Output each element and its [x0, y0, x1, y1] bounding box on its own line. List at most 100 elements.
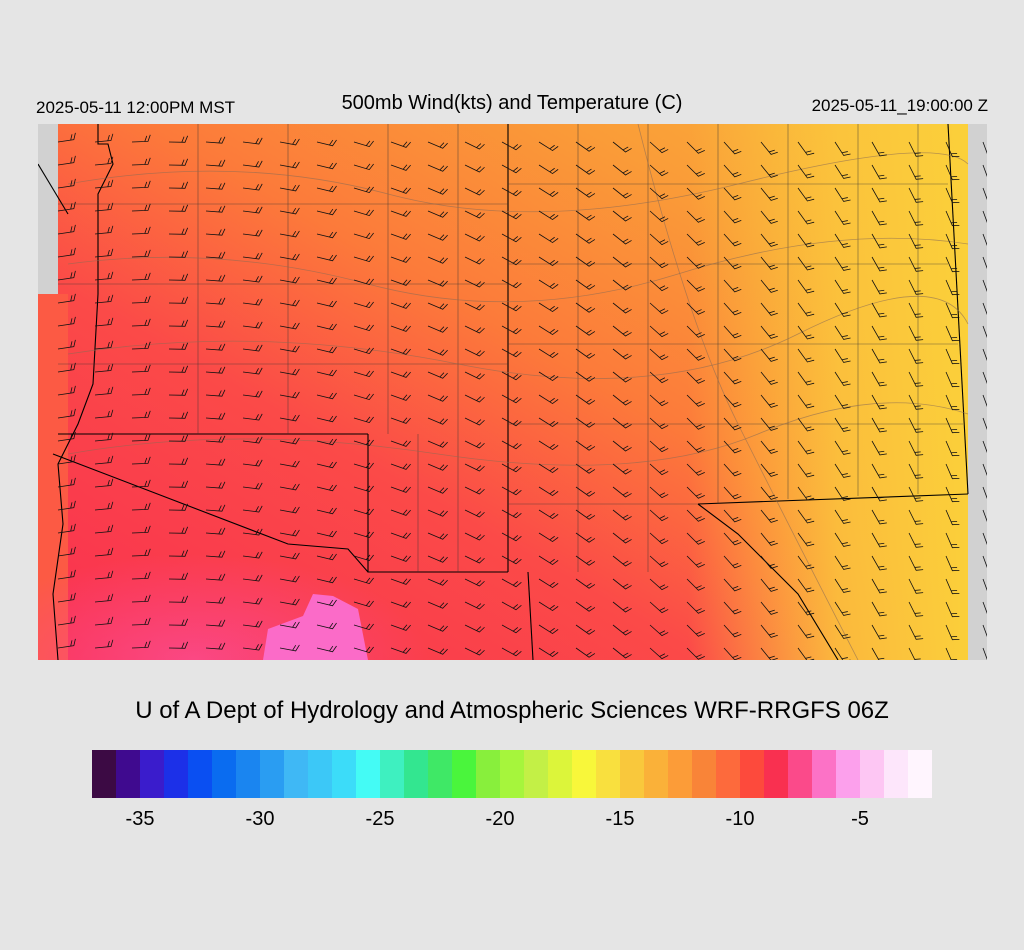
wind-barb — [316, 208, 337, 216]
colorbar-segment — [596, 750, 620, 798]
wind-barb — [834, 440, 851, 455]
wind-barb — [575, 555, 596, 566]
wind-barb — [242, 528, 263, 536]
wind-barb — [760, 233, 778, 247]
wind-barb — [57, 615, 76, 626]
wind-barb — [168, 319, 189, 327]
wind-barb — [760, 164, 778, 178]
map-title: 500mb Wind(kts) and Temperature (C) — [341, 92, 683, 114]
wind-barb — [945, 486, 960, 503]
wind-barb — [94, 478, 114, 488]
colorbar-segment — [308, 750, 332, 798]
wind-barb — [205, 159, 226, 167]
wind-barb — [612, 279, 632, 291]
wind-barb — [94, 225, 114, 235]
wind-barb — [871, 210, 887, 226]
wind-barb — [871, 325, 887, 341]
colorbar-tick-label: -10 — [725, 808, 755, 830]
wind-barb — [649, 532, 669, 545]
wind-barb — [279, 644, 300, 652]
wind-barb — [131, 203, 151, 212]
wind-barb — [649, 601, 669, 614]
wind-barb — [390, 302, 411, 309]
colorbar-segment — [764, 750, 788, 798]
wind-barb — [649, 417, 669, 430]
wind-barb — [982, 187, 987, 200]
wind-barb — [94, 409, 114, 419]
wind-barb — [723, 256, 742, 270]
wind-barb — [760, 279, 778, 293]
wind-barb — [871, 187, 887, 203]
wind-barb — [760, 371, 778, 385]
wind-barb — [390, 394, 411, 401]
wind-barb — [94, 386, 114, 396]
wind-barb — [94, 616, 114, 626]
wind-barb — [168, 434, 189, 442]
wind-barb — [575, 486, 596, 497]
wind-barb — [908, 256, 924, 272]
wind-barb — [242, 505, 263, 513]
wind-barb — [205, 550, 226, 558]
wind-barb — [575, 647, 596, 658]
wind-barb — [353, 255, 374, 263]
wind-barb — [797, 371, 815, 386]
wind-barb — [760, 486, 778, 500]
wind-barb — [316, 461, 337, 469]
wind-barb — [538, 417, 559, 428]
wind-barb — [131, 134, 151, 143]
wind-barb — [908, 440, 924, 456]
wind-barb — [353, 278, 374, 286]
wind-barb — [834, 601, 851, 616]
wind-barb — [427, 463, 448, 471]
wind-barb — [353, 209, 374, 217]
wind-barb — [279, 414, 300, 422]
wind-barb — [797, 187, 815, 202]
wind-barb — [686, 440, 705, 453]
wind-barb — [538, 394, 559, 405]
wind-barb — [834, 394, 851, 409]
wind-barb — [279, 368, 300, 376]
colorbar-segment — [140, 750, 164, 798]
wind-barb — [464, 509, 485, 518]
wind-barb — [279, 253, 300, 261]
wind-barb — [538, 647, 559, 658]
colorbar-segment — [908, 750, 932, 798]
wind-barb — [686, 302, 705, 315]
wind-barb — [242, 551, 263, 559]
wind-barb — [538, 233, 559, 244]
wind-barb — [649, 440, 669, 453]
wind-barb — [538, 578, 559, 589]
wind-barb — [612, 509, 632, 521]
wind-barb — [316, 392, 337, 400]
wind-barb — [649, 486, 669, 499]
wind-barb — [834, 463, 851, 478]
wind-barb — [982, 256, 987, 269]
wind-barb — [427, 371, 448, 379]
wind-barb — [168, 595, 189, 603]
wind-barb — [242, 298, 263, 306]
wind-barb — [797, 394, 815, 409]
wind-barb — [57, 500, 76, 511]
wind-barb — [797, 647, 815, 660]
wind-barb — [427, 647, 448, 655]
wind-barb — [390, 601, 411, 608]
wind-barb — [131, 571, 151, 580]
wind-barb — [168, 641, 189, 649]
wind-barb — [538, 210, 559, 221]
wind-barb — [57, 477, 76, 488]
wind-barb — [57, 546, 76, 557]
wind-barb — [575, 256, 596, 267]
wind-barb — [131, 180, 151, 189]
wind-barb — [94, 156, 114, 166]
wind-barb — [834, 210, 851, 225]
wind-barb — [945, 647, 958, 660]
wind-barb — [131, 640, 151, 649]
wind-barb — [131, 157, 151, 166]
wind-barb — [390, 509, 411, 516]
warm-region-east — [688, 124, 987, 660]
wind-barb — [945, 233, 960, 250]
wind-barb — [390, 279, 411, 286]
wind-barb — [760, 394, 778, 408]
wind-barb — [205, 251, 226, 259]
wind-barb — [427, 624, 448, 632]
